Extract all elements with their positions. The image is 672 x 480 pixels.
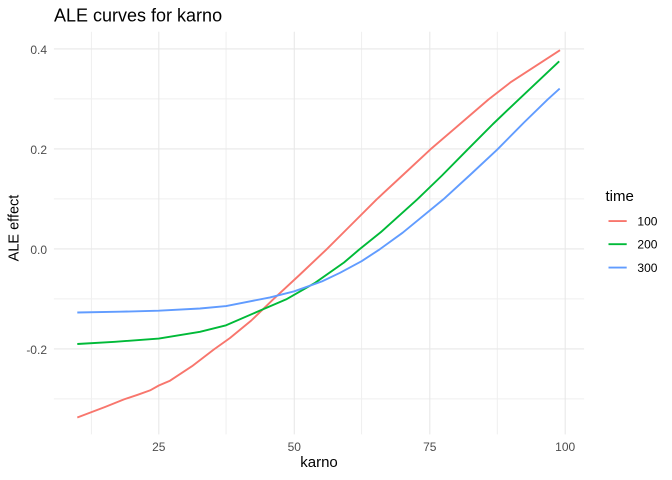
- svg-text:100: 100: [555, 440, 575, 454]
- svg-text:75: 75: [423, 440, 437, 454]
- svg-text:200: 200: [637, 238, 657, 252]
- svg-text:50: 50: [288, 440, 302, 454]
- svg-text:25: 25: [152, 440, 166, 454]
- svg-text:time: time: [606, 188, 634, 205]
- svg-text:ALE curves for karno: ALE curves for karno: [54, 5, 222, 25]
- svg-text:ALE effect: ALE effect: [7, 195, 23, 262]
- svg-text:0.4: 0.4: [30, 43, 47, 57]
- svg-text:0.0: 0.0: [30, 243, 47, 257]
- svg-text:100: 100: [637, 215, 657, 229]
- svg-text:300: 300: [637, 261, 657, 275]
- svg-text:-0.2: -0.2: [26, 343, 47, 357]
- svg-text:karno: karno: [300, 454, 338, 471]
- svg-text:0.2: 0.2: [30, 143, 47, 157]
